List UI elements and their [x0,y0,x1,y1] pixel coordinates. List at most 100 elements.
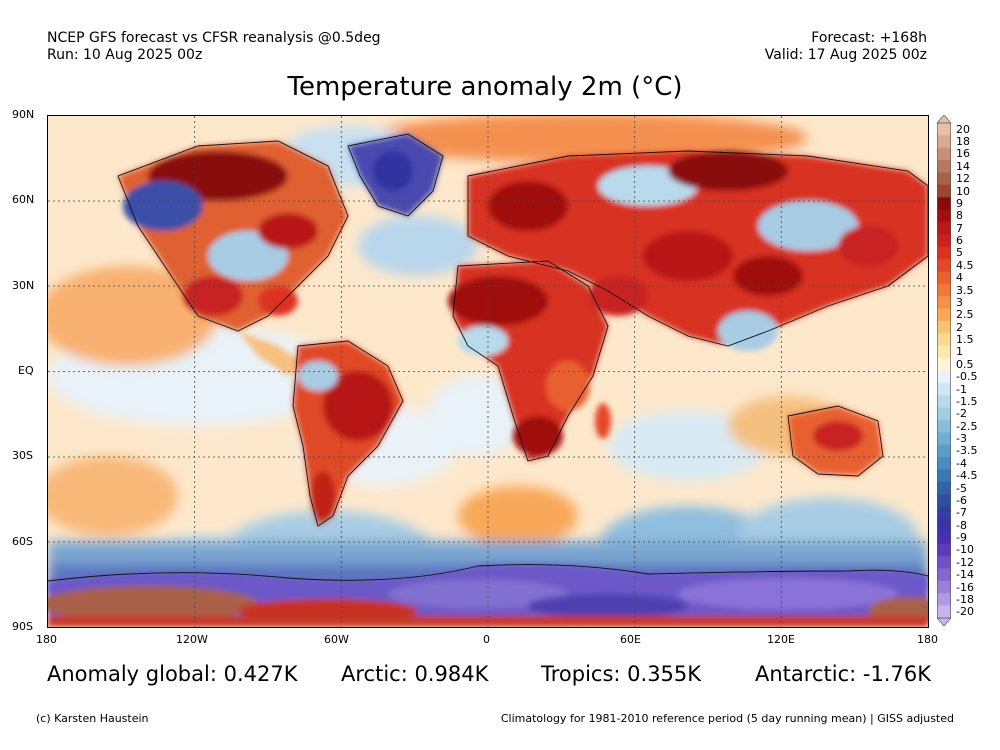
lon-tick-180e: 180 [917,633,938,646]
colorbar-swatch [937,209,951,223]
colorbar-swatch [937,469,951,483]
colorbar-label: -1.5 [956,394,978,408]
colorbar-swatch [937,605,951,619]
colorbar-swatch [937,531,951,545]
colorbar-label: 9 [956,196,963,210]
colorbar-swatch [937,321,951,334]
run-time: Run: 10 Aug 2025 00z [47,47,203,63]
colorbar [937,115,951,626]
colorbar-swatch [937,593,951,607]
colorbar-swatch [937,172,951,186]
colorbar-swatch [937,580,951,594]
colorbar-swatch [937,345,951,359]
colorbar-swatch [937,123,951,136]
climatology-note: Climatology for 1981-2010 reference peri… [500,712,954,725]
colorbar-swatch [937,519,951,532]
anomaly-antarctic: Antarctic: -1.76K [755,662,931,686]
colorbar-swatch [937,494,951,508]
colorbar-label: -20 [956,605,974,619]
colorbar-swatch [937,358,951,371]
colorbar-swatch [937,432,951,446]
lon-tick-60e: 60E [620,633,641,646]
colorbar-swatch [937,395,951,409]
lat-tick-90n: 90N [12,108,35,121]
australia [788,406,883,476]
anomaly-arctic: Arctic: 0.984K [341,662,489,686]
colorbar-label: 14 [956,159,970,173]
lat-tick-60s: 60S [12,535,33,548]
colorbar-swatch [937,184,951,198]
lat-tick-eq: EQ [18,364,34,377]
colorbar-swatch [937,308,951,322]
colorbar-swatch [937,568,951,582]
colorbar-swatch [937,506,951,520]
colorbar-min-arrow [937,617,951,626]
colorbar-label: -5 [956,481,967,495]
colorbar-frame [937,122,951,619]
lon-tick-180w: 180 [36,633,57,646]
colorbar-max-arrow [937,115,951,124]
colorbar-swatch [937,543,951,557]
anomaly-map [47,115,929,628]
colorbar-label: -1 [956,382,967,396]
colorbar-label: -18 [956,592,974,606]
colorbar-label: 10 [956,184,970,198]
lat-tick-90s: 90S [12,620,33,633]
lat-tick-30s: 30S [12,449,33,462]
colorbar-label: 4 [956,271,963,285]
colorbar-swatch [937,197,951,211]
colorbar-swatch [937,259,951,272]
colorbar-swatch [937,407,951,421]
colorbar-label: 5 [956,246,963,260]
colorbar-label: 12 [956,172,970,186]
colorbar-label: -0.5 [956,370,978,384]
lat-tick-30n: 30N [12,279,35,292]
colorbar-label: -8 [956,518,967,532]
colorbar-swatch [937,457,951,470]
south-america [293,341,403,526]
colorbar-swatch [937,234,951,248]
forecast-hour: Forecast: +168h [811,30,927,46]
colorbar-swatch [937,370,951,384]
colorbar-swatch [937,246,951,260]
colorbar-label: 3 [956,295,963,309]
colorbar-swatch [937,382,951,396]
colorbar-label: 8 [956,209,963,223]
colorbar-swatch [937,444,951,458]
colorbar-label: -10 [956,543,974,557]
colorbar-swatch [937,296,951,310]
colorbar-label: 16 [956,147,970,161]
colorbar-label: 1 [956,345,963,359]
anomaly-global: Anomaly global: 0.427K [47,662,298,686]
colorbar-label: -3 [956,432,967,446]
colorbar-swatch [937,481,951,495]
colorbar-label: 2 [956,320,963,334]
lon-tick-0: 0 [483,633,490,646]
colorbar-label: 1.5 [956,333,974,347]
colorbar-swatch [937,420,951,433]
colorbar-swatch [937,135,951,149]
lat-tick-60n: 60N [12,193,35,206]
colorbar-swatch [937,222,951,235]
north-america [118,141,348,376]
colorbar-label: -6 [956,493,967,507]
colorbar-label: 7 [956,221,963,235]
africa [448,261,611,461]
colorbar-label: 0.5 [956,357,974,371]
colorbar-label: 4.5 [956,258,974,272]
colorbar-label: -4.5 [956,469,978,483]
colorbar-label: -2 [956,407,967,421]
colorbar-label: 18 [956,135,970,149]
colorbar-label: -14 [956,568,974,582]
colorbar-swatch [937,147,951,161]
model-description: NCEP GFS forecast vs CFSR reanalysis @0.… [47,30,381,46]
colorbar-label: 20 [956,122,970,136]
map-title: Temperature anomaly 2m (°C) [287,72,683,102]
colorbar-label: 2.5 [956,308,974,322]
lon-tick-120w: 120W [176,633,208,646]
colorbar-label: -16 [956,580,974,594]
colorbar-label: -3.5 [956,444,978,458]
lon-tick-120e: 120E [767,633,795,646]
colorbar-swatch [937,271,951,285]
colorbar-label: -12 [956,555,974,569]
